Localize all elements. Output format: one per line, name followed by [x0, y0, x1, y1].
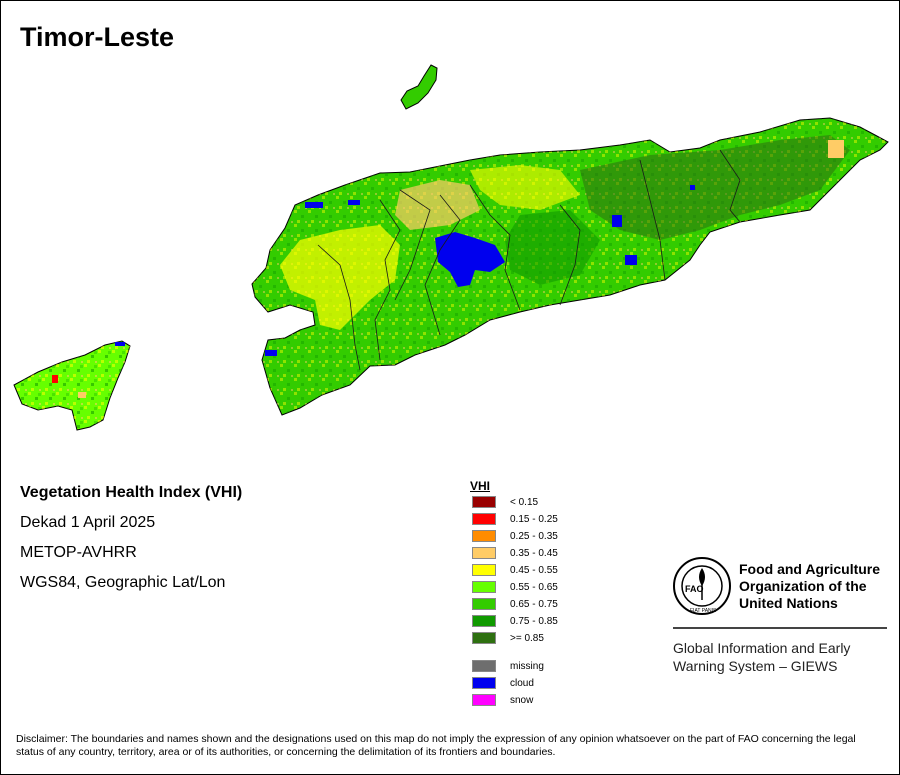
- legend-swatch: [472, 547, 496, 559]
- divider: [673, 627, 887, 629]
- legend-label: 0.35 - 0.45: [510, 548, 558, 559]
- fao-logo-icon: FAO FIAT PANIS: [673, 557, 731, 615]
- product-name: Vegetation Health Index (VHI): [20, 484, 243, 501]
- legend-swatch: [472, 496, 496, 508]
- legend-swatch: [472, 615, 496, 627]
- legend-swatch: [472, 564, 496, 576]
- sensor-label: METOP-AVHRR: [20, 544, 137, 561]
- legend-label: 0.55 - 0.65: [510, 582, 558, 593]
- legend-swatch: [472, 598, 496, 610]
- legend-swatch: [472, 581, 496, 593]
- atauro-island: [400, 64, 438, 110]
- period-label: Dekad 1 April 2025: [20, 514, 156, 531]
- legend-swatch-missing: [472, 660, 496, 672]
- legend-label: >= 0.85: [510, 633, 544, 644]
- legend-swatch-cloud: [472, 677, 496, 689]
- legend-label: 0.45 - 0.55: [510, 565, 558, 576]
- giews-label: Global Information and Early Warning Sys…: [673, 640, 851, 674]
- legend-label: 0.25 - 0.35: [510, 531, 558, 542]
- legend-label: < 0.15: [510, 497, 539, 508]
- fao-name: Food and Agriculture Organization of the…: [739, 561, 881, 611]
- legend-label: 0.65 - 0.75: [510, 599, 558, 610]
- legend-label: 0.15 - 0.25: [510, 514, 558, 525]
- legend-swatch-snow: [472, 694, 496, 706]
- map-title: Timor-Leste: [20, 22, 175, 52]
- legend-label-snow: snow: [510, 695, 534, 706]
- legend-swatch: [472, 513, 496, 525]
- logo-letter: FAO: [685, 584, 704, 594]
- legend-swatch: [472, 530, 496, 542]
- disclaimer: Disclaimer: The boundaries and names sho…: [16, 733, 856, 758]
- legend-swatch: [472, 632, 496, 644]
- legend-label-cloud: cloud: [510, 678, 534, 689]
- logo-motto: FIAT PANIS: [690, 608, 717, 614]
- vhi-map: [13, 64, 889, 431]
- projection-label: WGS84, Geographic Lat/Lon: [20, 574, 226, 591]
- legend-title: VHI: [470, 479, 491, 493]
- legend-label-missing: missing: [510, 661, 544, 672]
- cloud-patch: [435, 232, 505, 287]
- legend-label: 0.75 - 0.85: [510, 616, 558, 627]
